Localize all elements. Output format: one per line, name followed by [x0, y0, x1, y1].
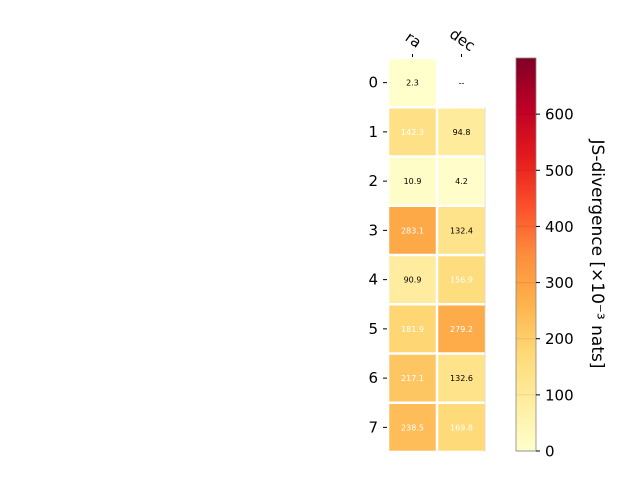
heatmap-cell	[389, 354, 436, 402]
cell-label: 132.4	[450, 226, 473, 235]
heatmap-cell	[389, 256, 436, 303]
row-label: 7	[368, 418, 378, 436]
cell-label: 283.1	[401, 226, 424, 235]
cell-label: 279.2	[450, 325, 473, 334]
row-label: 1	[368, 123, 378, 141]
heatmap-cell	[438, 157, 485, 205]
heatmap-cell	[438, 256, 485, 303]
cell-label: 2.3	[406, 79, 419, 88]
row-label: 2	[368, 172, 378, 190]
cell-label: 10.9	[404, 177, 422, 186]
colorbar-tick-label: 600	[545, 106, 574, 124]
colorbar-tick-label: 0	[545, 443, 555, 461]
colorbar-tick-label: 100	[545, 386, 574, 404]
cell-label: 217.1	[401, 374, 424, 383]
row-label: 5	[368, 320, 378, 338]
colorbar-ticks: 0 100 200 300 400 500 600	[516, 106, 574, 461]
colorbar-tick-label: 200	[545, 330, 574, 348]
heatmap-cell	[389, 305, 436, 353]
row-label: 4	[368, 271, 378, 289]
colorbar: 0 100 200 300 400 500 600 JS-divergence [×10⁻³…	[515, 57, 607, 461]
column-label: dec	[446, 25, 478, 55]
row-label: 6	[368, 369, 378, 387]
cell-label: 132.6	[450, 374, 473, 383]
cell-label: --	[459, 79, 465, 88]
heatmap-cell	[438, 404, 485, 451]
colorbar-tick-label: 300	[545, 274, 574, 292]
row-label: 0	[368, 74, 378, 92]
cell-label: 142.3	[401, 128, 424, 137]
heatmap-cell	[438, 59, 485, 106]
heatmap-grid: 2.3 -- 142.3 94.8 10.9 4.2 283.1 132.4 90.9 156.9…	[389, 59, 486, 452]
colorbar-tick-label: 400	[545, 218, 574, 236]
cell-label: 94.8	[453, 128, 471, 137]
column-label: ra	[402, 28, 425, 52]
column-labels: ra dec	[402, 25, 479, 57]
cell-label: 169.8	[450, 423, 473, 432]
heatmap-cell	[389, 157, 436, 205]
heatmap-cell	[438, 108, 485, 156]
heatmap-cell	[389, 108, 436, 156]
colorbar-tick-label: 500	[545, 162, 574, 180]
heatmap-cell	[389, 207, 436, 254]
cell-label: 90.9	[404, 276, 422, 285]
cell-label: 181.9	[401, 325, 424, 334]
heatmap-cell	[438, 305, 485, 353]
heatmap-cell	[389, 404, 436, 451]
heatmap-cell	[438, 354, 485, 402]
cell-label: 238.5	[401, 423, 424, 432]
cell-label: 4.2	[455, 177, 468, 186]
heatmap-cell	[389, 59, 436, 106]
colorbar-label: JS-divergence [×10⁻³ nats]	[587, 139, 607, 369]
row-label: 3	[368, 221, 378, 239]
heatmap-cell	[438, 207, 485, 254]
cell-label: 156.9	[450, 276, 473, 285]
row-labels: 0 1 2 3 4 5 6 7	[368, 74, 387, 436]
colorbar-gradient	[515, 57, 537, 452]
